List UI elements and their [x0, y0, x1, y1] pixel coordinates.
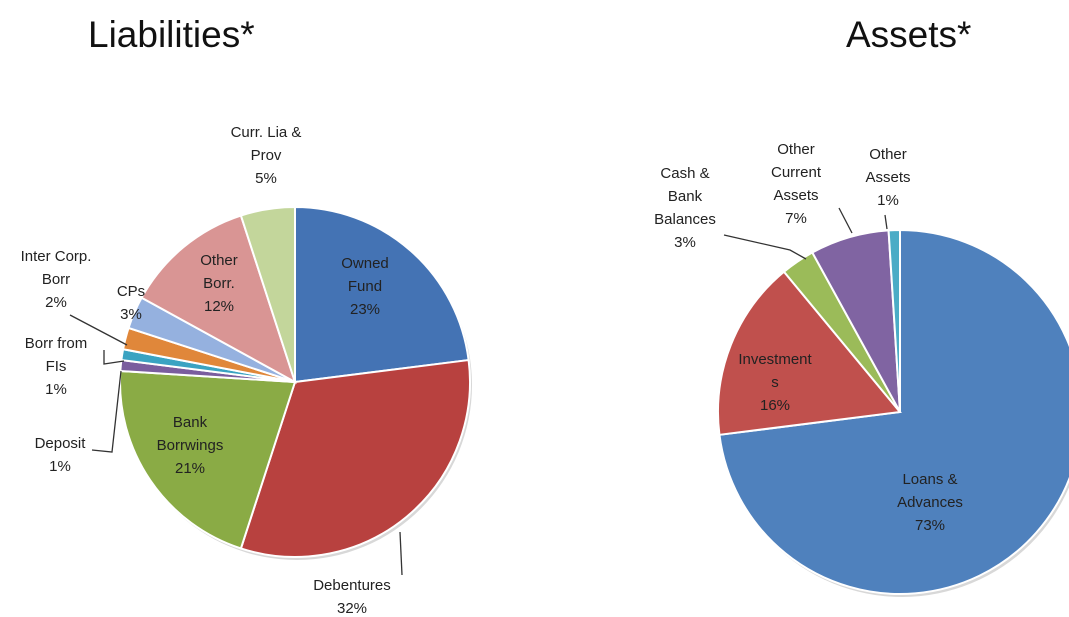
pie-slice-other-borr	[140, 214, 297, 385]
slice-label-cash-bank-balances: Cash & Bank Balances 3%	[654, 165, 716, 251]
pie-slice-other-assets	[887, 228, 901, 413]
leader-line	[884, 214, 888, 230]
leader-line	[399, 531, 403, 576]
pie-slice-loans-advances	[718, 228, 1069, 595]
liabilities-chart-title: Liabilities*	[88, 14, 255, 55]
assets-chart-title: Assets*	[846, 14, 972, 55]
slice-label-loans-advances: Loans & Advances 73%	[897, 471, 963, 534]
leader-line	[91, 370, 122, 453]
leader-line	[838, 207, 853, 234]
slice-label-bank-borrwings: Bank Borrwings 21%	[157, 414, 224, 477]
pie-slice-investment-s	[717, 270, 902, 436]
assets-pie: Loans & Advances 73% Investment s 16% Cash & Ba…	[654, 141, 1069, 597]
slice-label-inter-corp-borr: Inter Corp. Borr 2%	[21, 248, 92, 311]
pie-slice-debentures	[239, 358, 471, 558]
slice-label-cps: CPs 3%	[117, 283, 145, 323]
slice-label-investment-s: Investment s 16%	[738, 351, 812, 414]
leader-line	[69, 314, 128, 346]
slice-label-deposit: Deposit 1%	[35, 435, 87, 475]
liabilities-pie: Owned Fund 23% Debentures 32% Bank Borrwings 21…	[21, 124, 472, 617]
pie-slice-curr-lia-prov	[239, 205, 296, 383]
pie-slice-owned-fund	[294, 205, 470, 384]
slice-label-owned-fund: Owned Fund 23%	[341, 255, 389, 318]
slice-label-debentures: Debentures 32%	[313, 577, 391, 617]
slice-label-other-current-assets: Other Current Assets 7%	[771, 141, 822, 227]
leader-line	[723, 234, 807, 260]
slice-label-other-assets: Other Assets 1%	[865, 146, 910, 209]
slice-label-borr-from-fis: Borr from FIs 1%	[25, 335, 88, 398]
leader-line	[103, 350, 125, 365]
slice-label-curr-lia-prov: Curr. Lia & Prov 5%	[231, 124, 302, 187]
slice-label-other-borr: Other Borr. 12%	[200, 252, 238, 315]
pie-slice-bank-borrwings	[119, 369, 297, 550]
